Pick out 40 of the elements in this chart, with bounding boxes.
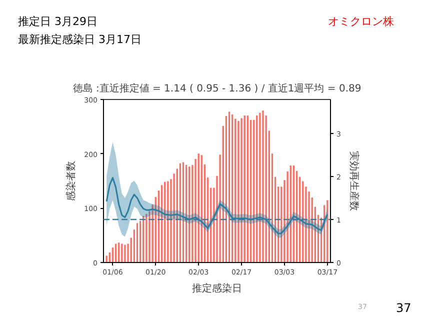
bar bbox=[178, 162, 182, 262]
bar bbox=[145, 213, 148, 262]
bar bbox=[105, 255, 108, 262]
bar bbox=[166, 180, 170, 262]
bar bbox=[302, 180, 304, 262]
bar bbox=[136, 222, 139, 262]
bar bbox=[117, 242, 120, 262]
bar bbox=[230, 114, 234, 262]
bar bbox=[289, 164, 292, 262]
bar bbox=[188, 166, 191, 262]
bar bbox=[237, 120, 240, 262]
text: オミクロン株 bbox=[328, 15, 394, 28]
bar bbox=[243, 115, 246, 262]
bar bbox=[124, 244, 126, 262]
bar bbox=[234, 118, 237, 262]
bar bbox=[163, 181, 166, 262]
text: 37 bbox=[396, 301, 412, 315]
text: 最新推定感染日 3月17日 bbox=[18, 33, 142, 46]
bar bbox=[142, 216, 145, 262]
bar bbox=[262, 110, 264, 262]
bar bbox=[258, 112, 262, 262]
bar bbox=[252, 119, 256, 262]
bar bbox=[240, 118, 243, 262]
y-axis-title: 感染者数 bbox=[65, 161, 78, 201]
bar bbox=[111, 247, 114, 262]
x-axis-title: 推定感染日 bbox=[192, 282, 242, 294]
bar bbox=[182, 162, 185, 262]
bar bbox=[120, 243, 124, 262]
bar bbox=[184, 164, 188, 262]
bar bbox=[256, 115, 258, 262]
chart-title: 徳島 :直近推定値 = 1.14 ( 0.95 - 1.36 ) / 直近1週平均 = 0.89 bbox=[72, 82, 362, 94]
bar bbox=[326, 200, 329, 262]
text: 推定日 3月29日 bbox=[18, 15, 98, 28]
bar bbox=[249, 119, 252, 262]
bar bbox=[200, 154, 204, 262]
y2-axis-title: 実効再生産数 bbox=[348, 151, 360, 211]
bar bbox=[246, 115, 250, 262]
bar bbox=[114, 243, 118, 262]
bar bbox=[197, 153, 200, 262]
bar bbox=[228, 111, 231, 262]
